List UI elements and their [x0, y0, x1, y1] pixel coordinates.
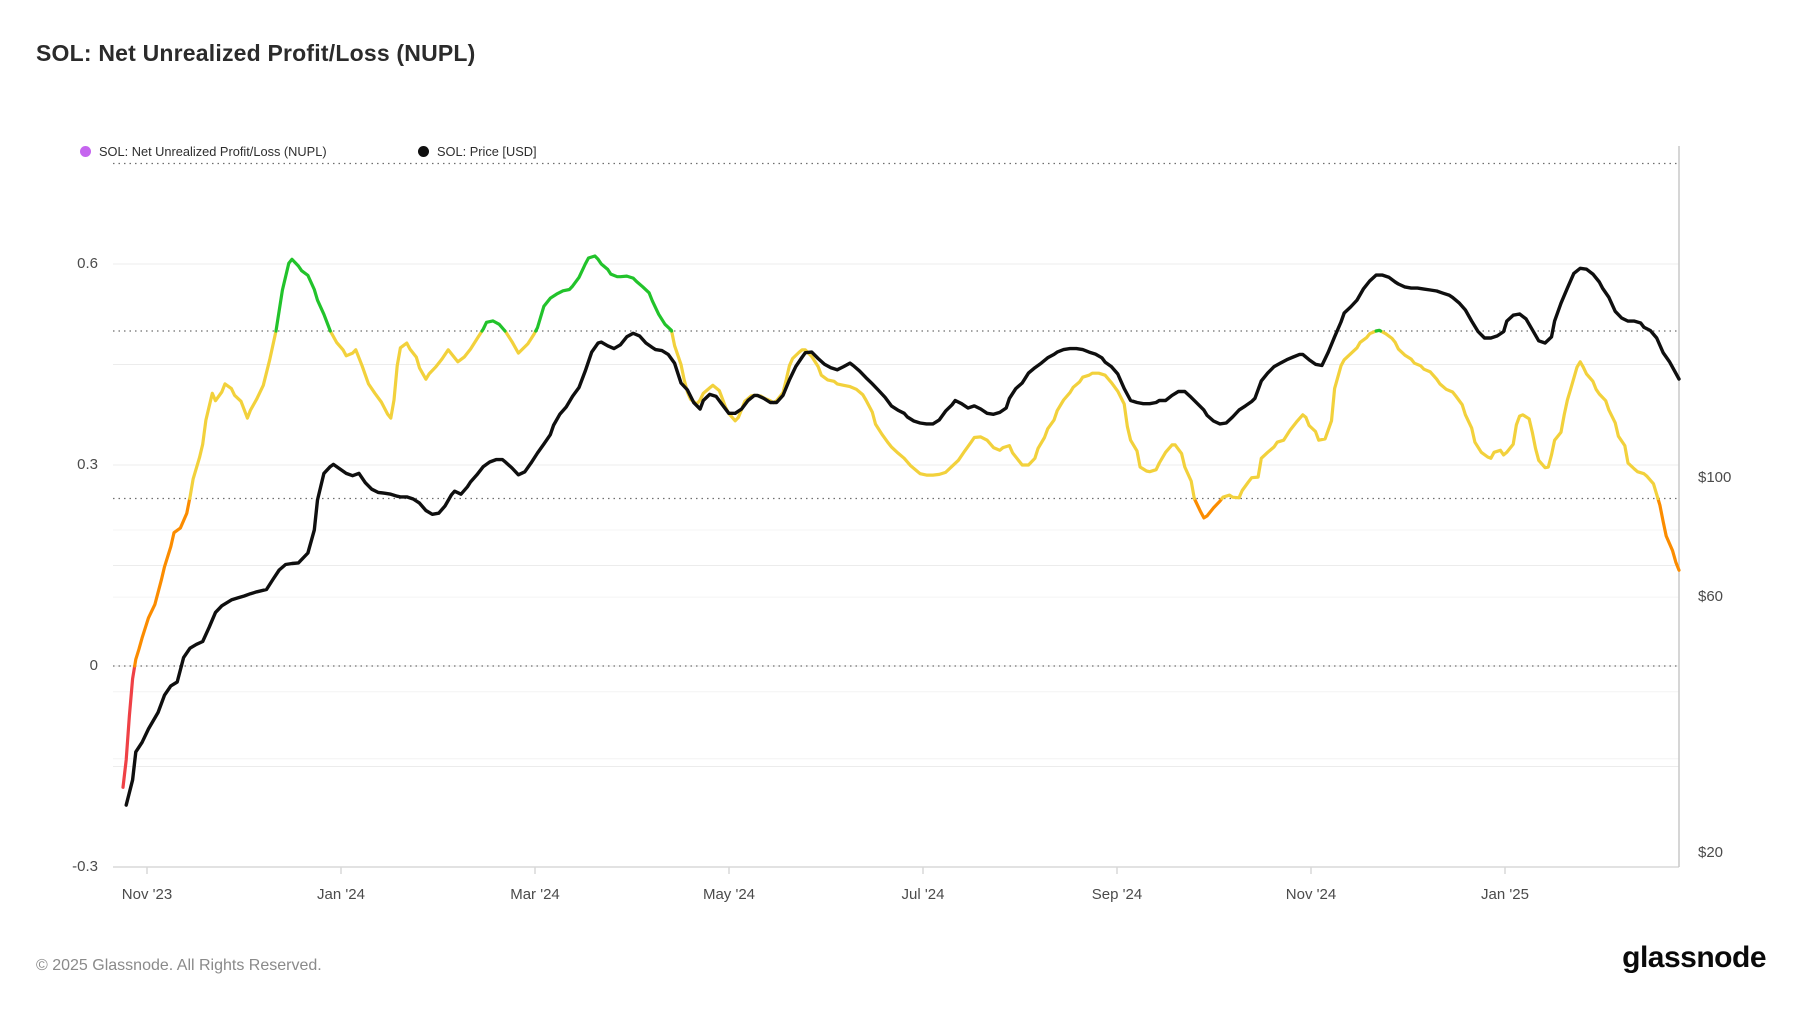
legend-label-nupl: SOL: Net Unrealized Profit/Loss (NUPL)	[99, 143, 327, 159]
x-tick-label: Nov '23	[121, 886, 173, 903]
page-title: SOL: Net Unrealized Profit/Loss (NUPL)	[36, 40, 476, 66]
x-tick-label: Nov '24	[1285, 886, 1337, 903]
legend-swatch-nupl-icon	[80, 145, 91, 157]
y-left-tick-label: 0.3	[77, 456, 98, 473]
y-left-tick-label: -0.3	[72, 858, 98, 875]
x-tick-label: Mar '24	[510, 886, 560, 903]
y-right-tick-label: $100	[1698, 469, 1732, 486]
copyright-text: © 2025 Glassnode. All Rights Reserved.	[36, 957, 322, 974]
legend-item-nupl[interactable]: SOL: Net Unrealized Profit/Loss (NUPL)	[80, 143, 327, 159]
x-tick-label: Jan '25	[1481, 886, 1529, 903]
legend-item-price[interactable]: SOL: Price [USD]	[418, 143, 537, 159]
legend: SOL: Net Unrealized Profit/Loss (NUPL) S…	[0, 143, 1800, 159]
x-tick-label: Sep '24	[1091, 886, 1143, 903]
y-left-tick-label: 0.6	[77, 255, 98, 272]
y-right-tick-label: $20	[1698, 844, 1724, 861]
legend-label-price: SOL: Price [USD]	[437, 143, 537, 159]
x-tick-label: May '24	[702, 886, 756, 903]
y-left-tick-label: 0	[89, 657, 98, 674]
x-tick-label: Jan '24	[317, 886, 365, 903]
legend-swatch-price-icon	[418, 145, 429, 157]
y-right-tick-label: $60	[1698, 588, 1724, 605]
x-tick-label: Jul '24	[901, 886, 945, 903]
glassnode-logo: glassnode	[1622, 941, 1766, 974]
